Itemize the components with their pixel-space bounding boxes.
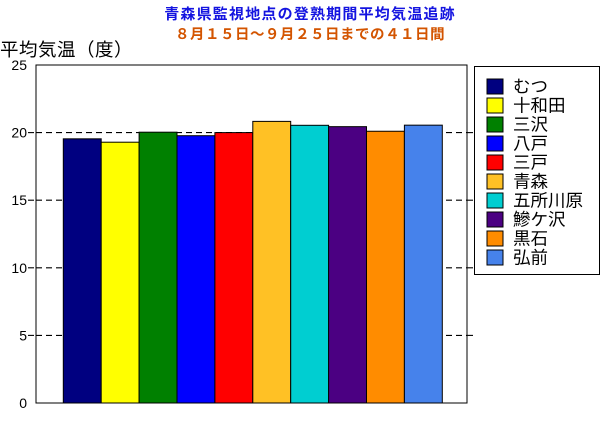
svg-text:弘前: 弘前 (513, 245, 548, 270)
svg-text:15: 15 (11, 192, 27, 208)
svg-text:0: 0 (19, 395, 27, 410)
svg-text:20: 20 (11, 125, 27, 141)
svg-text:10: 10 (11, 260, 27, 276)
svg-text:25: 25 (11, 57, 27, 73)
svg-text:5: 5 (19, 327, 27, 343)
